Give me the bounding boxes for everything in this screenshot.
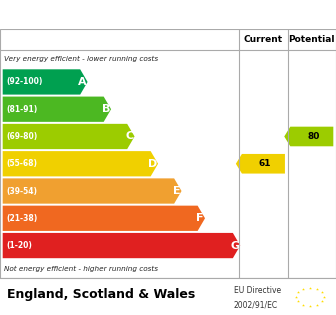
- Text: (1-20): (1-20): [7, 241, 33, 250]
- Text: D: D: [148, 159, 158, 169]
- Text: (39-54): (39-54): [7, 186, 38, 196]
- Text: England, Scotland & Wales: England, Scotland & Wales: [7, 288, 195, 301]
- Text: Very energy efficient - lower running costs: Very energy efficient - lower running co…: [4, 56, 158, 62]
- Text: EU Directive: EU Directive: [234, 286, 281, 295]
- Text: C: C: [125, 131, 133, 141]
- Polygon shape: [3, 124, 134, 149]
- Text: G: G: [230, 241, 240, 250]
- Text: (21-38): (21-38): [7, 214, 38, 223]
- Text: Not energy efficient - higher running costs: Not energy efficient - higher running co…: [4, 266, 158, 272]
- Polygon shape: [3, 206, 205, 231]
- Text: 80: 80: [307, 132, 320, 141]
- Polygon shape: [3, 97, 111, 122]
- Text: 61: 61: [259, 159, 271, 168]
- Text: Current: Current: [244, 35, 283, 44]
- Polygon shape: [284, 127, 333, 146]
- Polygon shape: [3, 69, 88, 94]
- Text: Energy Efficiency Rating: Energy Efficiency Rating: [63, 7, 273, 22]
- Text: (81-91): (81-91): [7, 105, 38, 114]
- Text: E: E: [173, 186, 180, 196]
- Text: F: F: [196, 213, 204, 223]
- Text: B: B: [102, 104, 110, 114]
- Text: 2002/91/EC: 2002/91/EC: [234, 300, 278, 309]
- Polygon shape: [3, 151, 158, 176]
- Polygon shape: [3, 178, 181, 204]
- Text: A: A: [78, 77, 87, 87]
- Polygon shape: [3, 233, 240, 258]
- Polygon shape: [236, 154, 285, 174]
- Text: (92-100): (92-100): [7, 77, 43, 86]
- Text: (55-68): (55-68): [7, 159, 38, 168]
- Text: Potential: Potential: [289, 35, 335, 44]
- Text: (69-80): (69-80): [7, 132, 38, 141]
